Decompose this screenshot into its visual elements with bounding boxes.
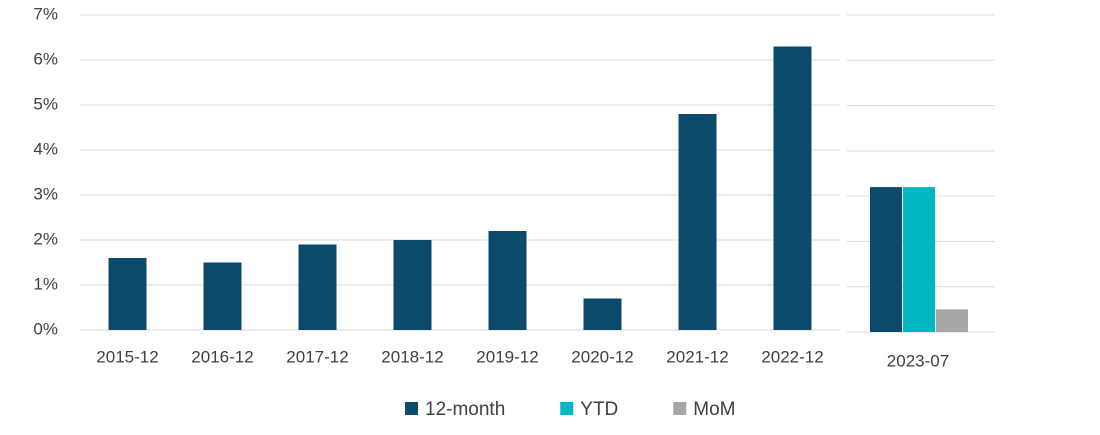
x-tick-label: 2020-12: [571, 347, 633, 366]
x-tick-label: 2019-12: [476, 347, 538, 366]
legend-label: 12-month: [425, 399, 505, 420]
bar: [488, 231, 527, 330]
y-tick-label: 4%: [33, 139, 58, 158]
x-tick-label: 2017-12: [286, 347, 348, 366]
y-tick-label: 5%: [33, 94, 58, 113]
legend-label: MoM: [693, 399, 735, 420]
legend-label: YTD: [580, 399, 618, 420]
y-tick-label: 2%: [33, 229, 58, 248]
bar: [870, 187, 902, 332]
x-tick-label: 2021-12: [666, 347, 728, 366]
y-tick-label: 7%: [33, 4, 58, 23]
bar: [678, 114, 717, 330]
bar: [203, 262, 242, 330]
y-tick-label: 0%: [33, 319, 58, 338]
x-tick-label: 2016-12: [191, 347, 253, 366]
y-tick-label: 6%: [33, 49, 58, 68]
legend-swatch: [405, 402, 418, 415]
x-tick-label: 2023-07: [887, 351, 949, 370]
x-tick-label: 2022-12: [761, 347, 823, 366]
y-tick-label: 3%: [33, 184, 58, 203]
legend-swatch: [560, 402, 574, 415]
bar: [936, 309, 968, 332]
bar: [298, 244, 337, 330]
bar: [903, 187, 935, 332]
bar: [393, 240, 432, 330]
bar: [583, 298, 622, 330]
bar: [773, 46, 812, 330]
y-tick-label: 1%: [33, 274, 58, 293]
x-tick-label: 2015-12: [96, 347, 158, 366]
x-tick-label: 2018-12: [381, 347, 443, 366]
legend-swatch: [673, 402, 687, 415]
bar: [108, 258, 147, 330]
